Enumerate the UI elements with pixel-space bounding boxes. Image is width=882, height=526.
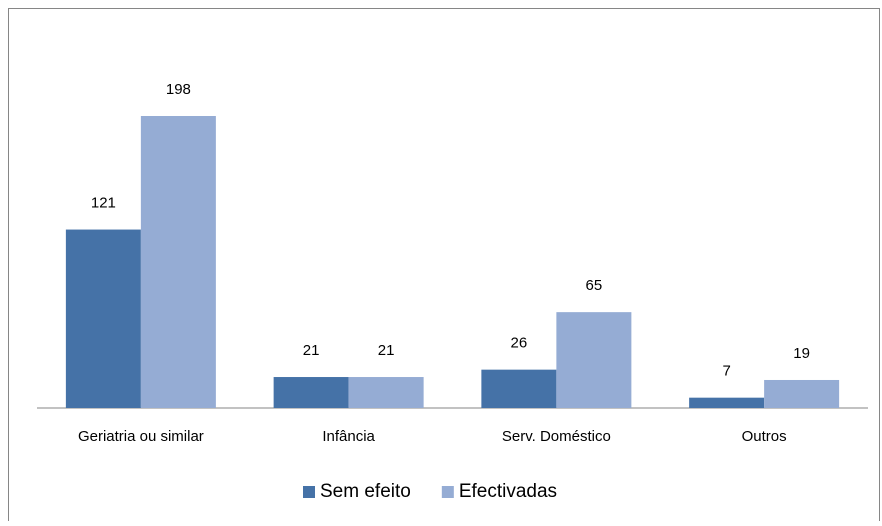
data-label: 19 [793, 345, 810, 362]
bar [65, 229, 141, 408]
data-label: 65 [586, 277, 603, 294]
bar [689, 397, 765, 408]
bar [481, 369, 557, 408]
bar [273, 377, 349, 408]
data-label: 7 [722, 363, 730, 380]
legend-swatch [303, 486, 315, 498]
x-tick-label: Geriatria ou similar [78, 428, 204, 445]
x-tick-label: Outros [742, 428, 787, 445]
data-label: 26 [511, 335, 528, 352]
data-label: 198 [166, 81, 191, 98]
legend-swatch [441, 486, 454, 498]
data-label: 21 [378, 342, 395, 359]
bar [764, 379, 840, 408]
data-label: 21 [303, 342, 320, 359]
x-tick-label: Infância [322, 428, 375, 445]
legend-label: Efectivadas [459, 481, 557, 502]
x-tick-label: Serv. Doméstico [502, 428, 611, 445]
legend-label: Sem efeito [320, 481, 411, 502]
bar [140, 116, 216, 408]
data-label: 121 [91, 195, 116, 212]
bar [348, 377, 424, 408]
bar [556, 312, 632, 408]
